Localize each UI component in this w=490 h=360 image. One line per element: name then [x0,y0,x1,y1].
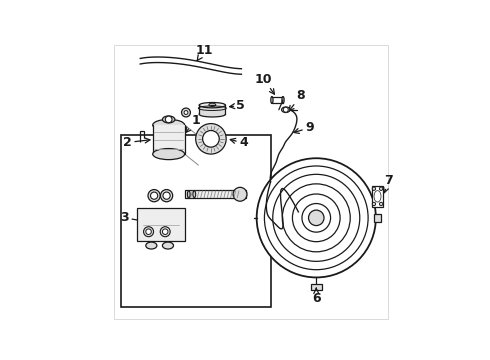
Ellipse shape [153,149,185,159]
Circle shape [161,190,172,202]
Text: 4: 4 [230,136,248,149]
Ellipse shape [162,116,175,123]
Circle shape [372,187,376,190]
Text: 3: 3 [121,211,146,224]
Circle shape [184,111,188,114]
Text: 11: 11 [195,45,213,60]
Circle shape [144,227,153,237]
Ellipse shape [193,191,196,198]
Ellipse shape [199,112,225,117]
Circle shape [283,107,288,112]
Circle shape [257,158,376,278]
Ellipse shape [199,103,225,108]
Circle shape [372,202,376,206]
Circle shape [233,187,247,201]
Circle shape [163,192,170,199]
Circle shape [165,116,172,123]
Bar [374,214,381,222]
Ellipse shape [153,120,185,131]
Circle shape [182,108,191,117]
Circle shape [302,203,331,232]
Ellipse shape [282,96,284,103]
Ellipse shape [209,103,216,107]
Circle shape [309,210,324,226]
Bar [121,135,270,307]
Text: 6: 6 [312,288,320,305]
Circle shape [265,166,368,270]
Ellipse shape [146,242,157,249]
Text: 1: 1 [186,114,200,132]
Ellipse shape [282,107,290,112]
Bar [185,190,245,198]
Bar [372,186,383,207]
Circle shape [196,123,226,154]
Circle shape [148,190,160,202]
Circle shape [160,227,170,237]
Ellipse shape [271,96,273,103]
Text: 2: 2 [123,136,150,149]
Text: 9: 9 [294,121,314,134]
Text: 5: 5 [230,99,245,112]
Bar [272,96,283,103]
Bar [199,105,225,114]
Circle shape [379,187,383,190]
Ellipse shape [187,191,190,198]
Bar [138,208,185,242]
Text: 7: 7 [384,174,393,193]
Text: 10: 10 [255,73,274,94]
Circle shape [203,131,219,147]
Ellipse shape [162,242,173,249]
Text: 8: 8 [289,89,305,111]
Bar [311,284,322,290]
Circle shape [282,184,350,252]
Bar [153,125,185,154]
Circle shape [273,174,360,261]
Circle shape [150,192,158,199]
Circle shape [293,194,340,242]
Circle shape [162,229,168,234]
Circle shape [146,229,151,234]
Circle shape [379,202,383,206]
